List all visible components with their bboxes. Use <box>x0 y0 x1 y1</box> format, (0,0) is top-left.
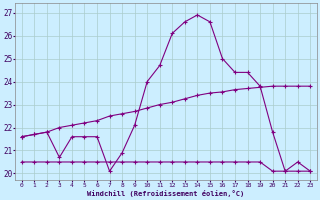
X-axis label: Windchill (Refroidissement éolien,°C): Windchill (Refroidissement éolien,°C) <box>87 190 244 197</box>
